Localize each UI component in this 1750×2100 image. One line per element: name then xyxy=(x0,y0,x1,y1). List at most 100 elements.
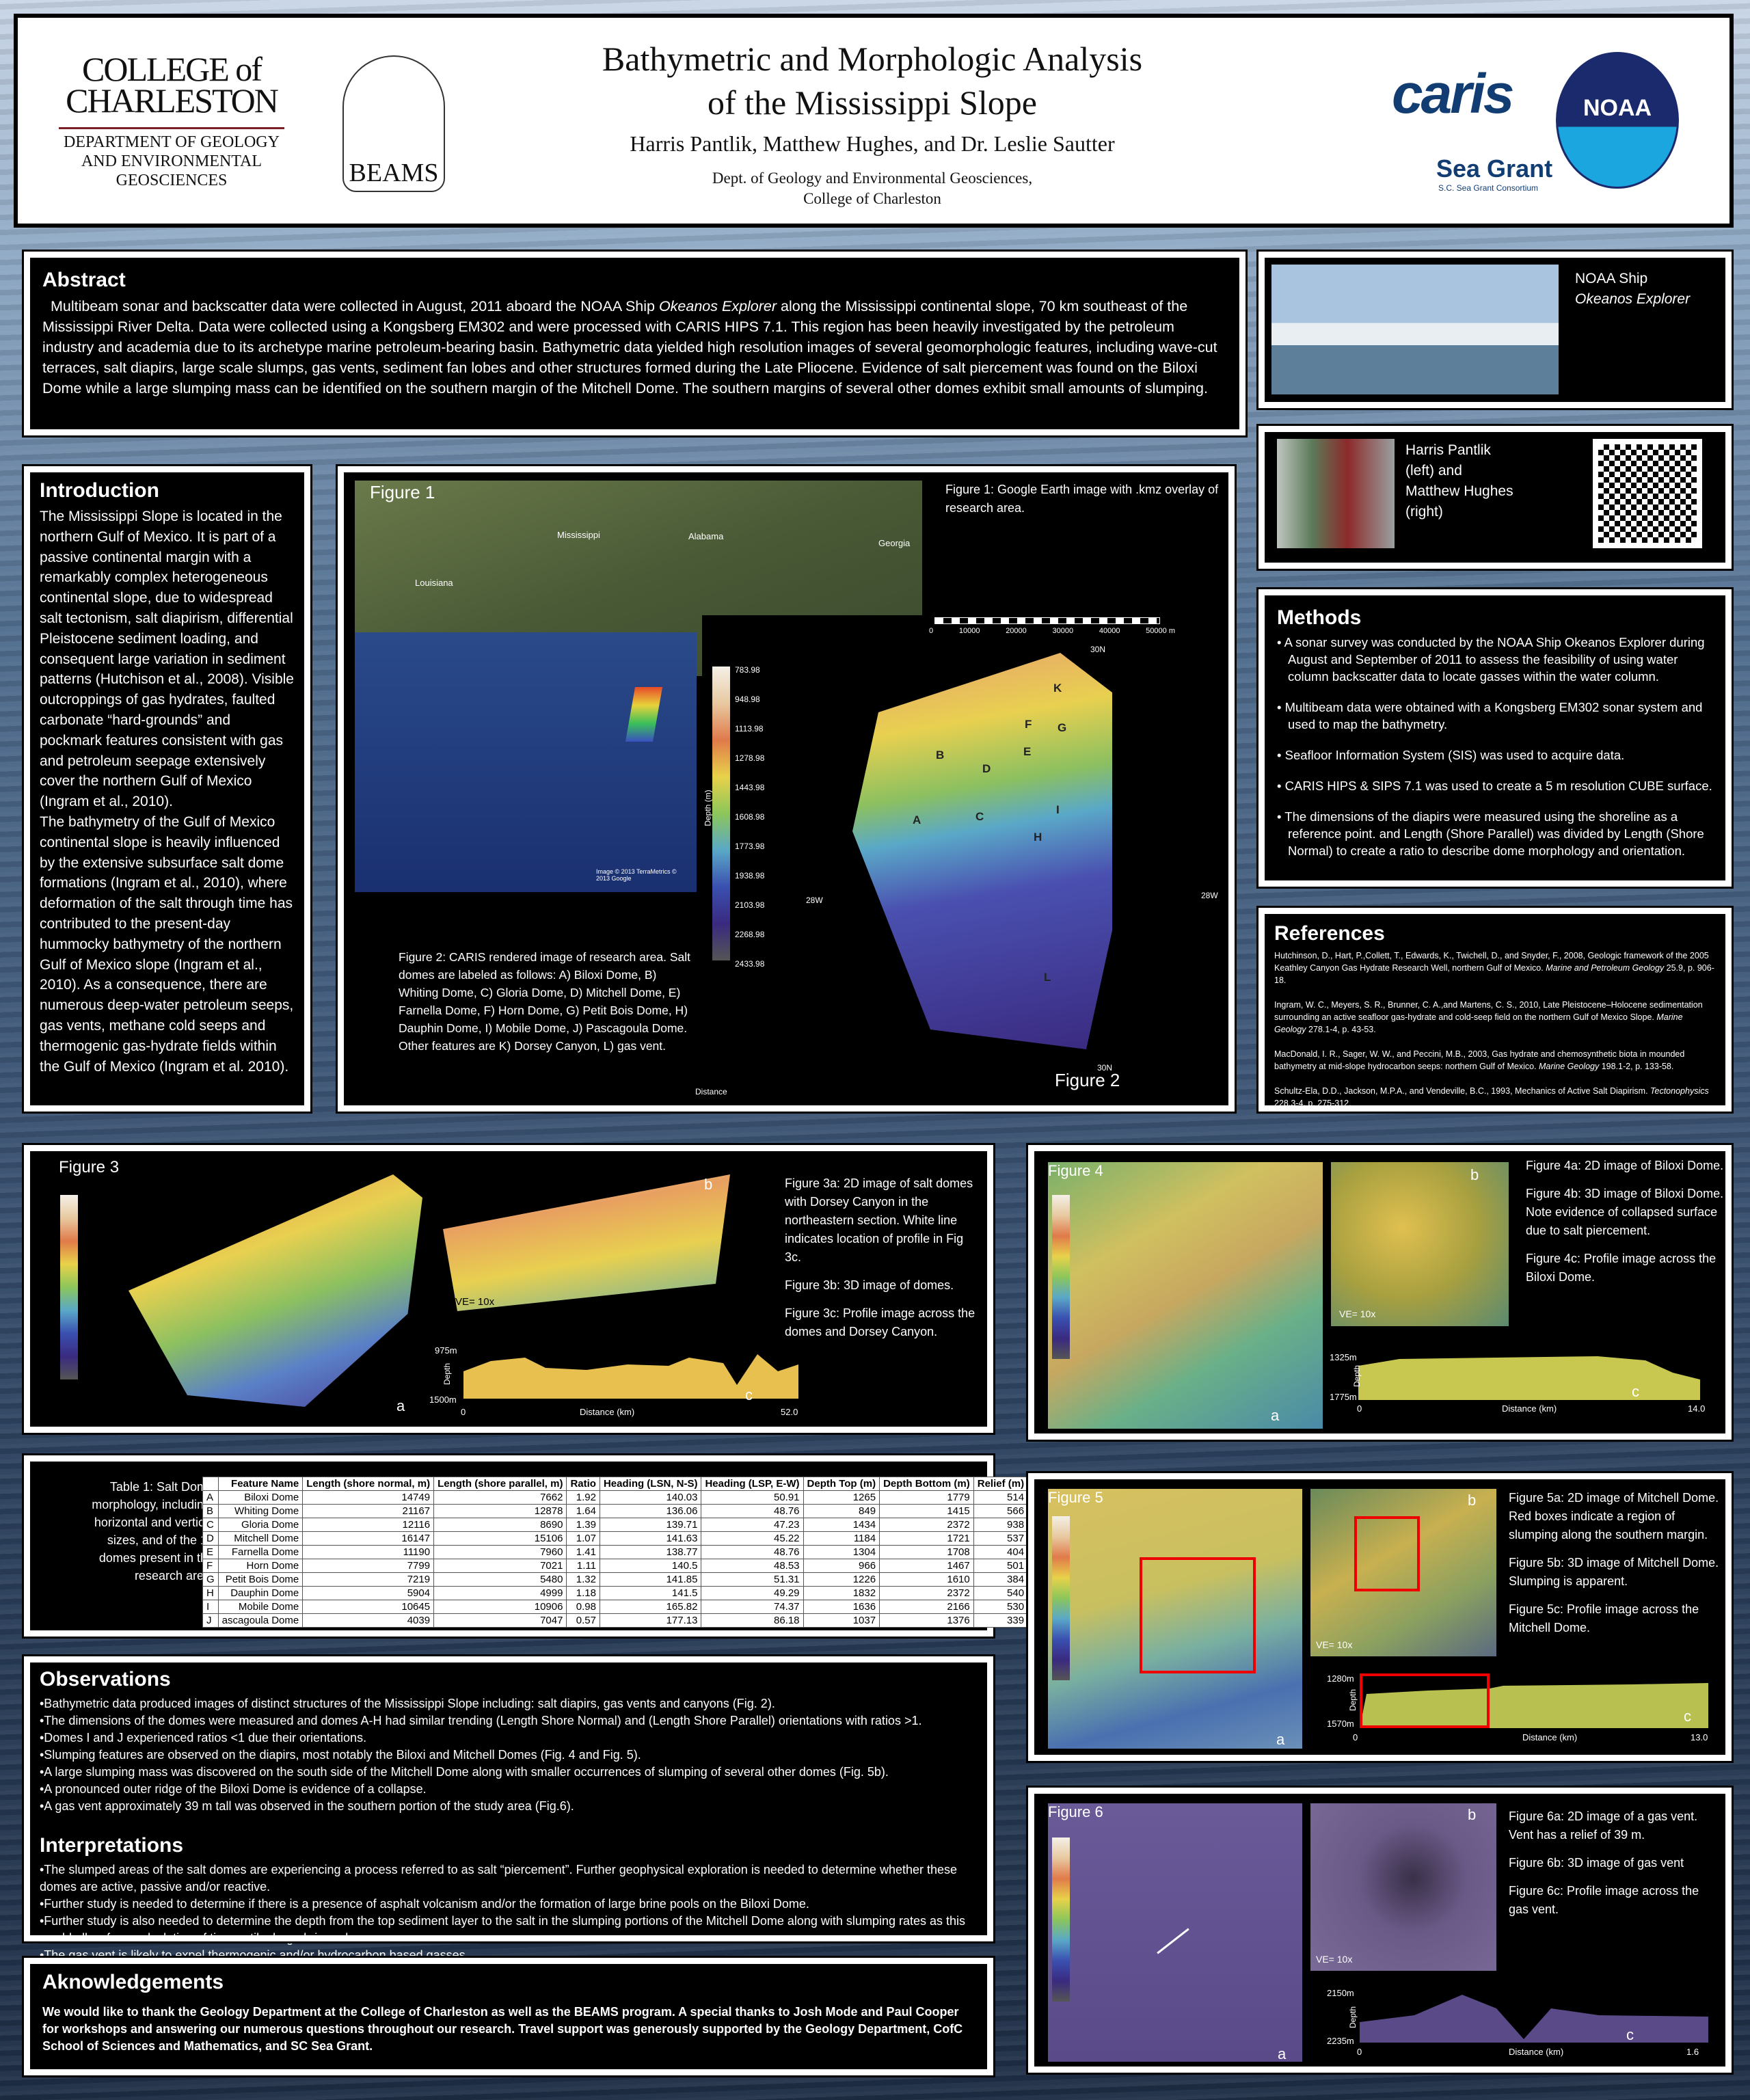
colorbar-tick-label: 948.98 xyxy=(735,695,760,704)
dome-letter-label: G xyxy=(1058,721,1067,734)
table-cell: 138.77 xyxy=(599,1545,702,1559)
table-cell: 7662 xyxy=(433,1490,567,1505)
table-cell: C xyxy=(202,1518,219,1532)
authors-photo-caption: Harris Pantlik (left) and Matthew Hughes… xyxy=(1405,440,1513,522)
figure-5-section: Figure 5 a b VE= 10x 1280m 1570m Depth 0… xyxy=(1026,1471,1734,1763)
panel-a-label: a xyxy=(1271,1407,1280,1424)
acknowledgements-text: We would like to thank the Geology Depar… xyxy=(42,2005,963,2053)
marker-30n-top: 30N xyxy=(1090,645,1106,654)
table-cell: 537 xyxy=(973,1531,1029,1546)
table-cell: 2372 xyxy=(879,1518,974,1532)
acknowledgements-heading: Aknowledgements xyxy=(42,1971,224,1993)
table-cell: 966 xyxy=(803,1559,880,1573)
table-cell: 1.11 xyxy=(566,1559,600,1573)
ship-photo xyxy=(1271,265,1559,394)
table-cell: Horn Dome xyxy=(217,1559,304,1573)
methods-item: • Seafloor Information System (SIS) was … xyxy=(1277,748,1625,762)
abstract-section: Abstract Multibeam sonar and backscatter… xyxy=(22,250,1248,438)
dome-letter-label: A xyxy=(913,813,921,826)
table-row: G Petit Bois Dome 7219 5480 1.32 141.85 51.31 1… xyxy=(202,1572,1029,1587)
figure-1-label: Figure 1 xyxy=(370,482,435,502)
table-column-header: Ratio xyxy=(566,1477,600,1491)
profile-depth-label: Depth xyxy=(1348,1688,1358,1712)
figure-1-2-section: Figure 1 Mississippi Alabama Georgia Lou… xyxy=(336,464,1237,1114)
table-cell: 12116 xyxy=(302,1518,435,1532)
dome-letter-label: H xyxy=(1034,831,1042,844)
scale-tick-label: 40000 xyxy=(1099,627,1120,635)
table-cell: 7047 xyxy=(433,1613,567,1628)
table-cell: 49.29 xyxy=(701,1586,804,1600)
methods-item: • A sonar survey was conducted by the NO… xyxy=(1277,635,1705,684)
table-cell: 7021 xyxy=(433,1559,567,1573)
table-cell: 540 xyxy=(973,1586,1029,1600)
profile-x-label: Distance (km) xyxy=(580,1407,635,1417)
table-body: A Biloxi Dome 14749 7662 1.92 140.03 50.91 1265… xyxy=(202,1490,1029,1628)
ship-caption-line: NOAA Ship xyxy=(1575,271,1648,286)
table-cell: 141.85 xyxy=(599,1572,702,1587)
table-cell: 177.13 xyxy=(599,1613,702,1628)
colorbar-tick-label: 1608.98 xyxy=(735,812,765,822)
observations-item: •Domes I and J experienced ratios <1 due… xyxy=(40,1731,367,1745)
table-cell: 48.76 xyxy=(701,1545,804,1559)
qr-code[interactable] xyxy=(1593,439,1702,548)
figure-4-label: Figure 4 xyxy=(1048,1162,1103,1179)
table-cell: 10906 xyxy=(433,1600,567,1614)
poster-title: Bathymetric and Morphologic Analysis xyxy=(602,40,1143,78)
table-cell: 1779 xyxy=(879,1490,974,1505)
scale-tick-label: 50000 m xyxy=(1146,627,1175,635)
reference-volume: 25.9, p. 906-18. xyxy=(1274,963,1714,985)
caption-line: Matthew Hughes xyxy=(1405,483,1513,499)
cofc-logo: COLLEGE of CHARLESTON xyxy=(66,50,279,120)
scale-tick-label: 30000 xyxy=(1052,627,1074,635)
table-cell: Gloria Dome xyxy=(217,1518,304,1532)
observations-item: •A large slumping mass was discovered on… xyxy=(40,1765,889,1779)
table-cell: 0.98 xyxy=(566,1600,600,1614)
table-cell: 1.32 xyxy=(566,1572,600,1587)
dome-letter-label: C xyxy=(975,810,984,823)
figure-4-colorbar xyxy=(1052,1195,1070,1359)
table-cell: 514 xyxy=(973,1490,1029,1505)
table-cell: 8690 xyxy=(433,1518,567,1532)
table-cell: H xyxy=(202,1586,219,1600)
colorbar-tick-label: 2433.98 xyxy=(735,959,765,969)
table-cell: Farnella Dome xyxy=(217,1545,304,1559)
profile-x-max: 1.6 xyxy=(1686,2047,1699,2057)
table-cell: Mobile Dome xyxy=(217,1600,304,1614)
table-cell: F xyxy=(202,1559,219,1573)
table-row: E Farnella Dome 11190 7960 1.41 138.77 48.76 13… xyxy=(202,1545,1029,1559)
salt-dome-table: Feature Name Length (shore normal, m) Leng… xyxy=(202,1477,1029,1628)
figure-caption: Figure 4b: 3D image of Biloxi Dome. Note… xyxy=(1526,1187,1724,1237)
figure-1-caption: Figure 1: Google Earth image with .kmz o… xyxy=(945,483,1219,515)
table-cell: 1.92 xyxy=(566,1490,600,1505)
ship-caption: NOAA Ship Okeanos Explorer xyxy=(1575,269,1690,310)
reference-volume: 228.3-4, p. 275-312. xyxy=(1274,1099,1351,1108)
table-column-header: Feature Name xyxy=(217,1477,304,1491)
colorbar-tick-label: 2103.98 xyxy=(735,900,765,910)
authors: Harris Pantlik, Matthew Hughes, and Dr. … xyxy=(630,131,1115,156)
table-cell: 5904 xyxy=(302,1586,435,1600)
profile-x-label: Distance (km) xyxy=(1502,1403,1557,1414)
table-cell: 21167 xyxy=(302,1504,435,1518)
table-row: B Whiting Dome 21167 12878 1.64 136.06 48.76 84… xyxy=(202,1504,1029,1518)
table-cell: 7219 xyxy=(302,1572,435,1587)
panel-c-label: c xyxy=(745,1386,753,1403)
introduction-heading: Introduction xyxy=(40,479,159,502)
figure-caption: Figure 6a: 2D image of a gas vent. Vent … xyxy=(1509,1809,1698,1842)
colorbar-tick-label: 1773.98 xyxy=(735,842,765,851)
observations-section: Observations •Bathymetric data produced … xyxy=(22,1654,995,1962)
map-label-mississippi: Mississippi xyxy=(557,530,600,540)
figure-6c-profile xyxy=(1360,1995,1708,2043)
vertical-exaggeration: VE= 10x xyxy=(1316,1639,1353,1650)
profile-x-label: Distance (km) xyxy=(1509,2047,1564,2057)
table-cell: 1037 xyxy=(803,1613,880,1628)
poster-title-line2: of the Mississippi Slope xyxy=(708,83,1037,122)
slump-highlight-box-3d xyxy=(1354,1516,1420,1591)
table-cell: 1304 xyxy=(803,1545,880,1559)
ship-caption-name: Okeanos Explorer xyxy=(1575,291,1691,307)
figure-2-label: Figure 2 xyxy=(1055,1070,1120,1090)
table-cell: 10645 xyxy=(302,1600,435,1614)
figure-5a-image xyxy=(1048,1489,1302,1749)
colorbar-tick-label: 783.98 xyxy=(735,665,760,675)
observations-item: •A gas vent approximately 39 m tall was … xyxy=(40,1799,574,1813)
dome-letter-label: L xyxy=(1044,971,1051,984)
